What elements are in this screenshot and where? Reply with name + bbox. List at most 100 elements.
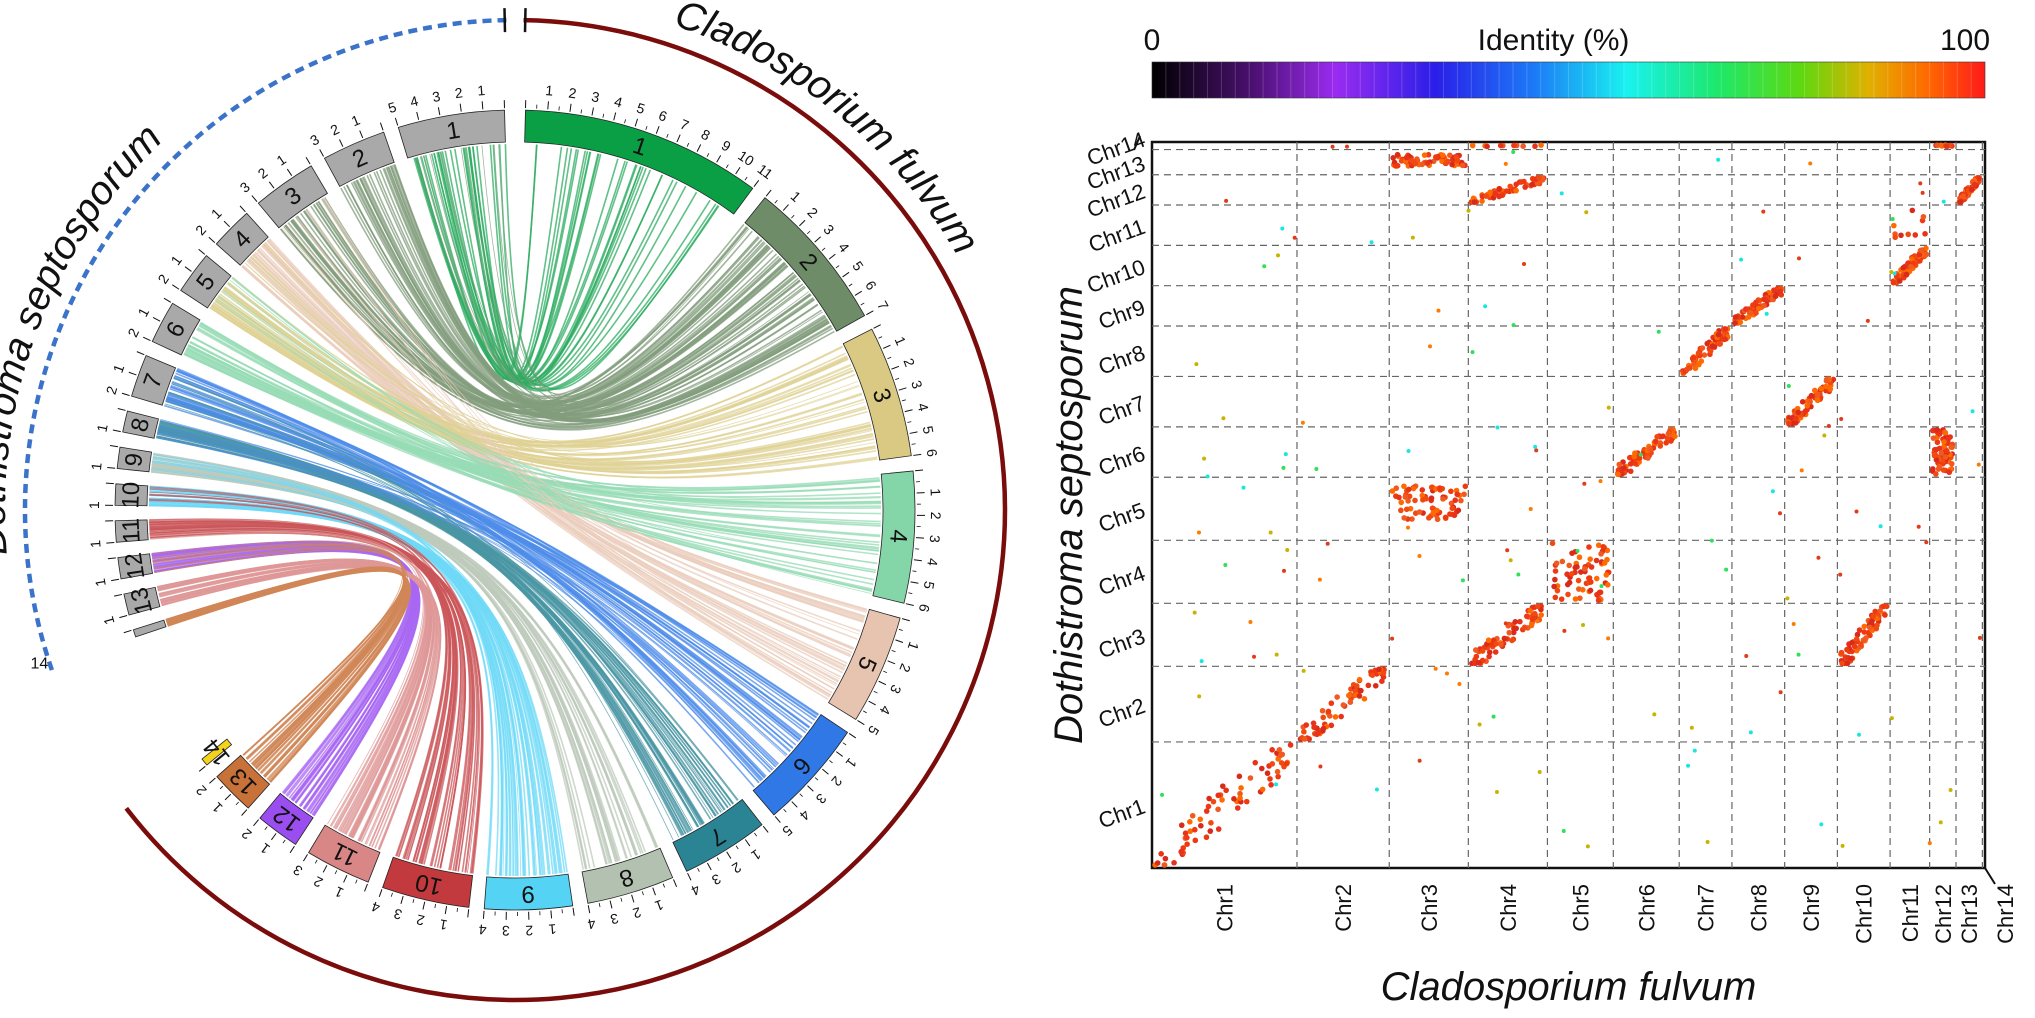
dot <box>1769 296 1776 302</box>
dot <box>1945 440 1951 447</box>
dot <box>1825 386 1832 392</box>
link-ribbon <box>152 461 508 876</box>
dot <box>1853 647 1860 654</box>
dot <box>1696 348 1703 355</box>
dot <box>1960 197 1966 203</box>
colorbar-min-label: 0 <box>1144 24 1161 57</box>
dot <box>1797 414 1804 421</box>
dot <box>1791 419 1797 426</box>
dot <box>1909 254 1915 261</box>
dot <box>1763 295 1770 301</box>
tick <box>916 537 925 539</box>
dot <box>1601 560 1608 566</box>
dot <box>1942 446 1948 452</box>
dot <box>1409 516 1415 522</box>
right-chromosome-4 <box>872 470 916 604</box>
dot <box>1748 730 1753 735</box>
dot <box>1223 787 1229 794</box>
tick <box>687 872 692 881</box>
tick <box>791 801 798 808</box>
dot <box>1967 188 1974 195</box>
dot <box>1842 654 1849 660</box>
dot <box>1965 192 1972 198</box>
dot <box>1504 636 1511 642</box>
dot <box>1866 622 1873 628</box>
dot <box>1750 311 1757 318</box>
dot <box>1723 335 1730 342</box>
dot <box>1796 256 1801 261</box>
dot <box>1935 428 1942 434</box>
dot <box>1410 235 1415 240</box>
tick-label: 1 <box>92 577 109 588</box>
dot <box>1901 265 1908 271</box>
dot <box>1774 285 1781 292</box>
dot <box>1748 306 1754 313</box>
dot <box>1534 176 1541 183</box>
dot <box>1976 462 1981 467</box>
dot <box>1598 551 1604 557</box>
dot <box>1812 393 1819 400</box>
dot <box>1618 471 1624 478</box>
dot <box>1808 392 1815 399</box>
dot <box>1537 769 1542 774</box>
link-ribbon <box>166 398 714 818</box>
dot <box>1817 396 1823 402</box>
tick <box>762 825 769 833</box>
dot <box>1869 617 1875 624</box>
dot <box>1940 460 1946 467</box>
dot <box>1872 625 1879 632</box>
dot <box>1957 195 1963 202</box>
dot <box>1356 693 1363 699</box>
dot <box>1716 336 1723 342</box>
tick-minor <box>912 570 917 572</box>
dot <box>1314 731 1320 738</box>
tick <box>631 894 635 903</box>
dot <box>1843 655 1849 662</box>
dot <box>1650 445 1657 451</box>
dot <box>1668 438 1674 444</box>
tick <box>895 639 904 643</box>
link-ribbon <box>160 418 787 756</box>
dot <box>1689 725 1694 730</box>
dot <box>1719 332 1725 339</box>
dot <box>1284 759 1291 766</box>
dot <box>1900 267 1907 273</box>
dot <box>1606 636 1611 641</box>
dot <box>1538 612 1545 618</box>
dot <box>1409 162 1415 169</box>
dot <box>1569 550 1575 556</box>
link-ribbon <box>149 525 465 868</box>
link-ribbon <box>149 493 448 858</box>
dot <box>1317 577 1322 582</box>
tick <box>873 324 881 329</box>
tick-minor <box>842 742 847 746</box>
dot <box>1910 260 1917 267</box>
dot <box>1593 575 1600 582</box>
dot <box>1919 247 1925 253</box>
right-chromosome-label: 4 <box>884 529 912 544</box>
tick-label: 2 <box>900 356 918 369</box>
dot <box>1510 636 1517 643</box>
dot <box>1449 161 1455 168</box>
dot <box>1380 666 1386 673</box>
dot <box>1823 387 1829 394</box>
dot <box>1511 323 1516 328</box>
dot <box>1425 151 1432 158</box>
corner-mark <box>1133 135 1141 151</box>
dot <box>1818 385 1825 392</box>
dot <box>1452 157 1459 164</box>
dot <box>1715 332 1722 339</box>
tick <box>208 236 216 243</box>
tick-minor <box>735 845 739 850</box>
tick-minor <box>412 898 415 904</box>
dot <box>1178 848 1184 855</box>
dot <box>1208 820 1214 826</box>
dot <box>1426 162 1432 169</box>
dot <box>1690 354 1697 360</box>
dot <box>1949 143 1955 149</box>
dot <box>1537 176 1544 183</box>
link-ribbon <box>151 466 596 868</box>
dot <box>1898 232 1904 239</box>
link-ribbon <box>151 463 628 859</box>
dot <box>1911 253 1918 259</box>
